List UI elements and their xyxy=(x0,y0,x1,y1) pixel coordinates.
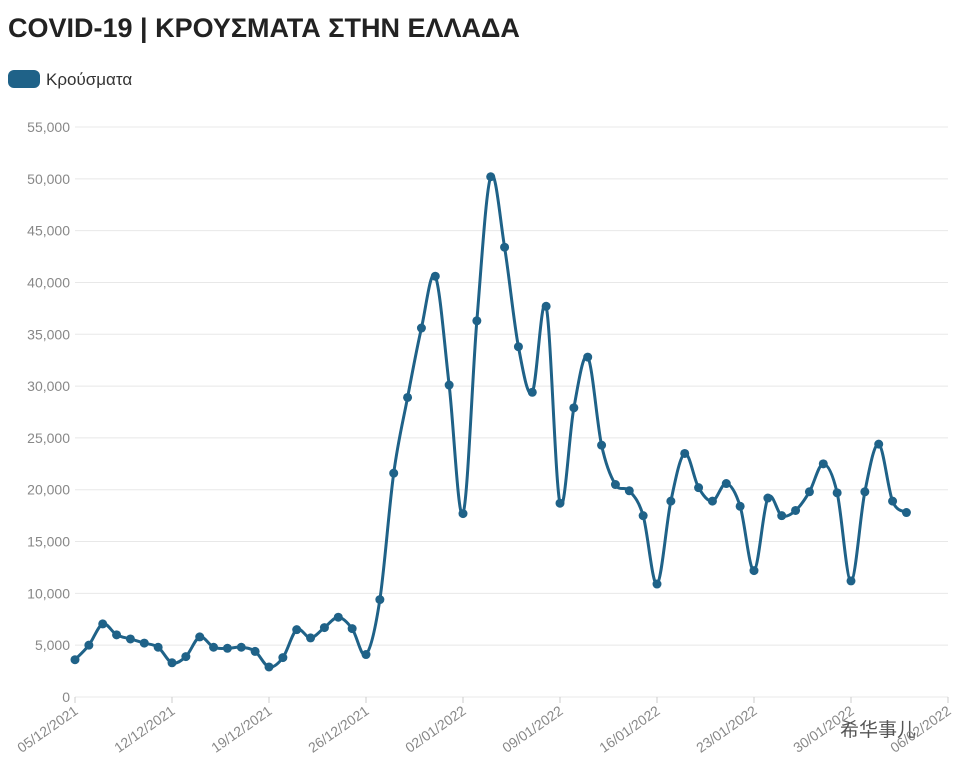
point xyxy=(70,655,80,665)
x-tick-label: 26/12/2021 xyxy=(305,702,372,755)
point xyxy=(666,496,676,506)
y-tick-label: 25,000 xyxy=(27,430,70,446)
point xyxy=(888,496,898,506)
x-tick-label: 05/12/2021 xyxy=(14,702,81,755)
point xyxy=(416,323,426,333)
point xyxy=(624,486,634,496)
x-tick-label: 16/01/2022 xyxy=(596,702,663,755)
point xyxy=(278,653,288,663)
point xyxy=(527,387,537,397)
point xyxy=(555,498,565,508)
point xyxy=(430,271,440,281)
y-tick-label: 20,000 xyxy=(27,482,70,498)
point xyxy=(791,505,801,515)
point xyxy=(763,493,773,503)
legend-label: Κρούσματα xyxy=(46,70,132,89)
y-tick-label: 45,000 xyxy=(27,223,70,239)
point xyxy=(444,380,454,390)
point xyxy=(181,652,191,662)
y-tick-label: 40,000 xyxy=(27,274,70,290)
point xyxy=(84,640,94,650)
point xyxy=(583,352,593,362)
y-tick-label: 10,000 xyxy=(27,585,70,601)
point xyxy=(125,634,135,644)
point xyxy=(721,479,731,489)
legend-swatch xyxy=(8,70,40,88)
point xyxy=(832,488,842,498)
point xyxy=(333,612,343,622)
point xyxy=(500,242,510,252)
point xyxy=(403,392,413,402)
point xyxy=(112,630,122,640)
point xyxy=(569,403,579,413)
point xyxy=(98,619,108,629)
point xyxy=(680,448,690,458)
point xyxy=(652,579,662,589)
y-tick-label: 30,000 xyxy=(27,378,70,394)
point xyxy=(250,646,260,656)
point xyxy=(389,468,399,478)
point xyxy=(610,480,620,490)
point xyxy=(638,511,648,521)
point xyxy=(818,459,828,469)
point xyxy=(361,650,371,660)
point xyxy=(694,483,704,493)
point xyxy=(319,623,329,633)
point xyxy=(195,632,205,642)
y-tick-label: 35,000 xyxy=(27,326,70,342)
x-tick-label: 09/01/2022 xyxy=(499,702,566,755)
y-tick-label: 5,000 xyxy=(35,637,70,653)
x-tick-label: 23/01/2022 xyxy=(693,702,760,755)
point xyxy=(513,342,523,352)
point xyxy=(804,487,814,497)
point xyxy=(167,658,177,668)
point xyxy=(209,642,219,652)
point xyxy=(236,642,246,652)
y-tick-label: 15,000 xyxy=(27,534,70,550)
point xyxy=(749,566,759,576)
x-tick-label: 19/12/2021 xyxy=(208,702,275,755)
point xyxy=(735,501,745,511)
point xyxy=(597,440,607,450)
point xyxy=(901,508,911,518)
watermark: 希华事儿 xyxy=(840,719,916,741)
point xyxy=(541,301,551,311)
point xyxy=(139,638,149,648)
point xyxy=(777,511,787,521)
legend: Κρούσματα xyxy=(8,70,132,89)
point xyxy=(874,439,884,449)
point xyxy=(707,496,717,506)
x-tick-label: 02/01/2022 xyxy=(402,702,469,755)
point xyxy=(306,633,316,643)
point xyxy=(472,316,482,326)
point xyxy=(458,509,468,519)
chart-title: COVID-19 | ΚΡΟΥΣΜΑΤΑ ΣΤΗΝ ΕΛΛΑΔΑ xyxy=(8,13,520,43)
y-tick-label: 50,000 xyxy=(27,171,70,187)
point xyxy=(292,625,302,635)
y-tick-label: 55,000 xyxy=(27,119,70,135)
point xyxy=(347,624,357,634)
point xyxy=(846,576,856,586)
point xyxy=(264,662,274,672)
y-tick-label: 0 xyxy=(62,689,70,705)
point xyxy=(153,642,163,652)
point xyxy=(222,643,232,653)
x-tick-label: 12/12/2021 xyxy=(111,702,178,755)
point xyxy=(860,487,870,497)
point xyxy=(486,172,496,182)
point xyxy=(375,595,385,605)
